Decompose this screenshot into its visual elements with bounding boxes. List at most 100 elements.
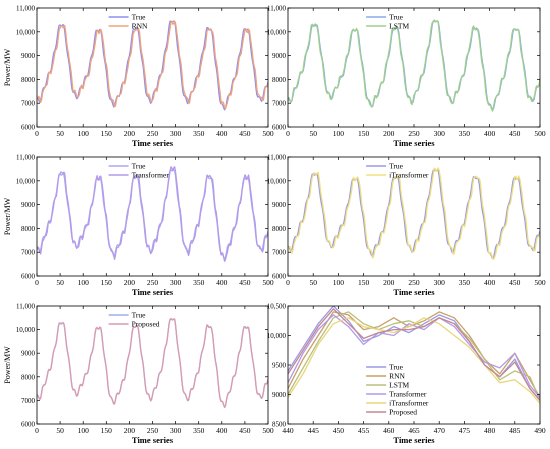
x-tick-label: 0 bbox=[286, 278, 290, 287]
series-line-rnn bbox=[288, 311, 540, 398]
y-tick-label: 10,000 bbox=[16, 28, 36, 36]
y-tick-label: 6000 bbox=[21, 124, 36, 132]
series-line-transformer bbox=[37, 166, 268, 262]
y-axis-label: Power/MW bbox=[3, 346, 12, 384]
legend-label: Transformer bbox=[389, 390, 427, 399]
legend-label: True bbox=[389, 363, 404, 372]
series-line-true bbox=[288, 169, 540, 260]
y-tick-label: 9000 bbox=[272, 52, 287, 60]
y-tick-label: 8000 bbox=[272, 225, 287, 233]
x-tick-label: 400 bbox=[484, 278, 496, 287]
x-tick-label: 50 bbox=[309, 278, 317, 287]
x-tick-label: 350 bbox=[459, 129, 471, 138]
y-tick-label: 8000 bbox=[21, 76, 36, 84]
x-tick-label: 445 bbox=[308, 426, 320, 435]
legend-label: Proposed bbox=[132, 320, 160, 329]
legend-label: RNN bbox=[132, 22, 148, 31]
y-tick-label: 11,000 bbox=[16, 154, 35, 162]
legend-label: Transformer bbox=[132, 171, 170, 180]
x-tick-label: 0 bbox=[35, 129, 39, 138]
x-tick-label: 485 bbox=[509, 426, 521, 435]
legend-label: True bbox=[132, 311, 147, 320]
series-group bbox=[37, 20, 268, 111]
chart-panel-1: 0 50 100 150 200 250 300 350 400 450 500 6000 7000 80… bbox=[3, 5, 274, 149]
x-tick-label: 475 bbox=[459, 426, 471, 435]
y-tick-label: 11,000 bbox=[16, 303, 35, 311]
x-tick-label: 200 bbox=[124, 129, 136, 138]
x-tick-label: 100 bbox=[78, 426, 90, 435]
series-line-transformer bbox=[288, 314, 540, 398]
x-tick-label: 400 bbox=[216, 426, 228, 435]
y-tick-label: 6000 bbox=[272, 273, 287, 281]
x-tick-label: 500 bbox=[534, 129, 546, 138]
y-tick-label: 10,000 bbox=[267, 332, 287, 340]
legend: TrueRNNLSTMTransformeriTransformerPropos… bbox=[366, 363, 429, 417]
x-tick-label: 0 bbox=[286, 129, 290, 138]
y-tick-label: 10,000 bbox=[267, 28, 287, 36]
x-tick-label: 350 bbox=[193, 129, 205, 138]
x-tick-label: 250 bbox=[408, 129, 420, 138]
legend-label: True bbox=[132, 13, 147, 22]
y-tick-label: 8500 bbox=[272, 421, 287, 429]
y-tick-label: 9000 bbox=[21, 201, 36, 209]
x-tick-label: 465 bbox=[408, 426, 420, 435]
legend-label: Proposed bbox=[389, 408, 417, 417]
y-tick-label: 8000 bbox=[272, 76, 287, 84]
series-group bbox=[37, 166, 268, 262]
series-group bbox=[288, 167, 540, 260]
x-tick-label: 150 bbox=[101, 278, 113, 287]
x-tick-label: 450 bbox=[239, 129, 251, 138]
legend-label: iTransformer bbox=[389, 399, 429, 408]
legend-label: LSTM bbox=[389, 381, 409, 390]
x-tick-label: 0 bbox=[35, 426, 39, 435]
y-axis-label: Power/MW bbox=[3, 48, 12, 86]
x-tick-label: 50 bbox=[56, 278, 64, 287]
y-tick-label: 9000 bbox=[272, 201, 287, 209]
y-tick-label: 7000 bbox=[272, 249, 287, 257]
y-tick-label: 7000 bbox=[21, 249, 36, 257]
series-group bbox=[288, 306, 540, 404]
x-axis-label: Time series bbox=[132, 138, 174, 148]
x-tick-label: 200 bbox=[383, 129, 395, 138]
y-tick-label: 9000 bbox=[21, 350, 36, 358]
x-tick-label: 400 bbox=[216, 278, 228, 287]
x-tick-label: 250 bbox=[147, 426, 159, 435]
x-tick-label: 500 bbox=[262, 426, 274, 435]
x-tick-label: 100 bbox=[333, 129, 345, 138]
y-tick-label: 10,000 bbox=[16, 326, 36, 334]
x-axis-label: Time series bbox=[132, 435, 174, 445]
series-group bbox=[288, 19, 540, 112]
legend-label: True bbox=[389, 13, 404, 22]
x-tick-label: 400 bbox=[216, 129, 228, 138]
y-tick-label: 7000 bbox=[21, 100, 36, 108]
x-tick-label: 460 bbox=[383, 426, 395, 435]
x-tick-label: 300 bbox=[434, 129, 446, 138]
y-tick-label: 11,000 bbox=[267, 154, 286, 162]
x-tick-label: 400 bbox=[484, 129, 496, 138]
y-tick-label: 11,000 bbox=[16, 5, 35, 13]
x-tick-label: 100 bbox=[78, 129, 90, 138]
legend-label: iTransformer bbox=[389, 171, 429, 180]
chart-panel-2: 0 50 100 150 200 250 300 350 400 450 500 6000 7000 80… bbox=[267, 5, 546, 149]
series-line-itransformer bbox=[288, 167, 540, 260]
x-tick-label: 450 bbox=[239, 426, 251, 435]
x-tick-label: 440 bbox=[282, 426, 294, 435]
series-group bbox=[37, 317, 268, 409]
chart-panel-5: 0 50 100 150 200 250 300 350 400 450 500 6000 7000 80… bbox=[3, 303, 274, 446]
x-axis-label: Time series bbox=[393, 138, 435, 148]
legend-label: RNN bbox=[389, 372, 405, 381]
x-tick-label: 300 bbox=[170, 278, 182, 287]
chart-panel-4: 0 50 100 150 200 250 300 350 400 450 500 6000 7000 80… bbox=[267, 154, 546, 298]
series-line-lstm bbox=[288, 311, 540, 401]
x-tick-label: 150 bbox=[358, 278, 370, 287]
x-tick-label: 480 bbox=[484, 426, 496, 435]
y-tick-label: 9500 bbox=[272, 362, 287, 370]
y-tick-label: 8000 bbox=[21, 225, 36, 233]
x-tick-label: 300 bbox=[170, 129, 182, 138]
x-tick-label: 150 bbox=[101, 129, 113, 138]
x-tick-label: 450 bbox=[239, 278, 251, 287]
